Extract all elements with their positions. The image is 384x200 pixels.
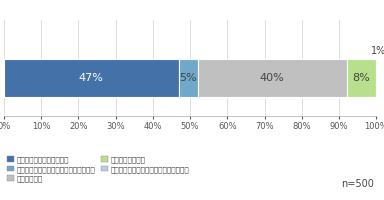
Bar <box>197 59 346 97</box>
Bar <box>179 59 197 97</box>
Bar <box>4 59 179 97</box>
Text: n=500: n=500 <box>341 179 374 189</box>
Legend: 石鹻・ハンドソープで洗う, キッチン用の石鹻・ハンドソープで洗う, 水だけで洗う, 食器用洗剤で洗う, 当てはまるものはない（手を洗わない）: 石鹻・ハンドソープで洗う, キッチン用の石鹻・ハンドソープで洗う, 水だけで洗う… <box>7 156 190 182</box>
Text: 1%: 1% <box>371 46 384 56</box>
Text: 47%: 47% <box>79 73 104 83</box>
Text: 5%: 5% <box>179 73 197 83</box>
Bar <box>376 59 380 97</box>
Text: 8%: 8% <box>353 73 370 83</box>
Text: 40%: 40% <box>260 73 285 83</box>
Bar <box>346 59 376 97</box>
